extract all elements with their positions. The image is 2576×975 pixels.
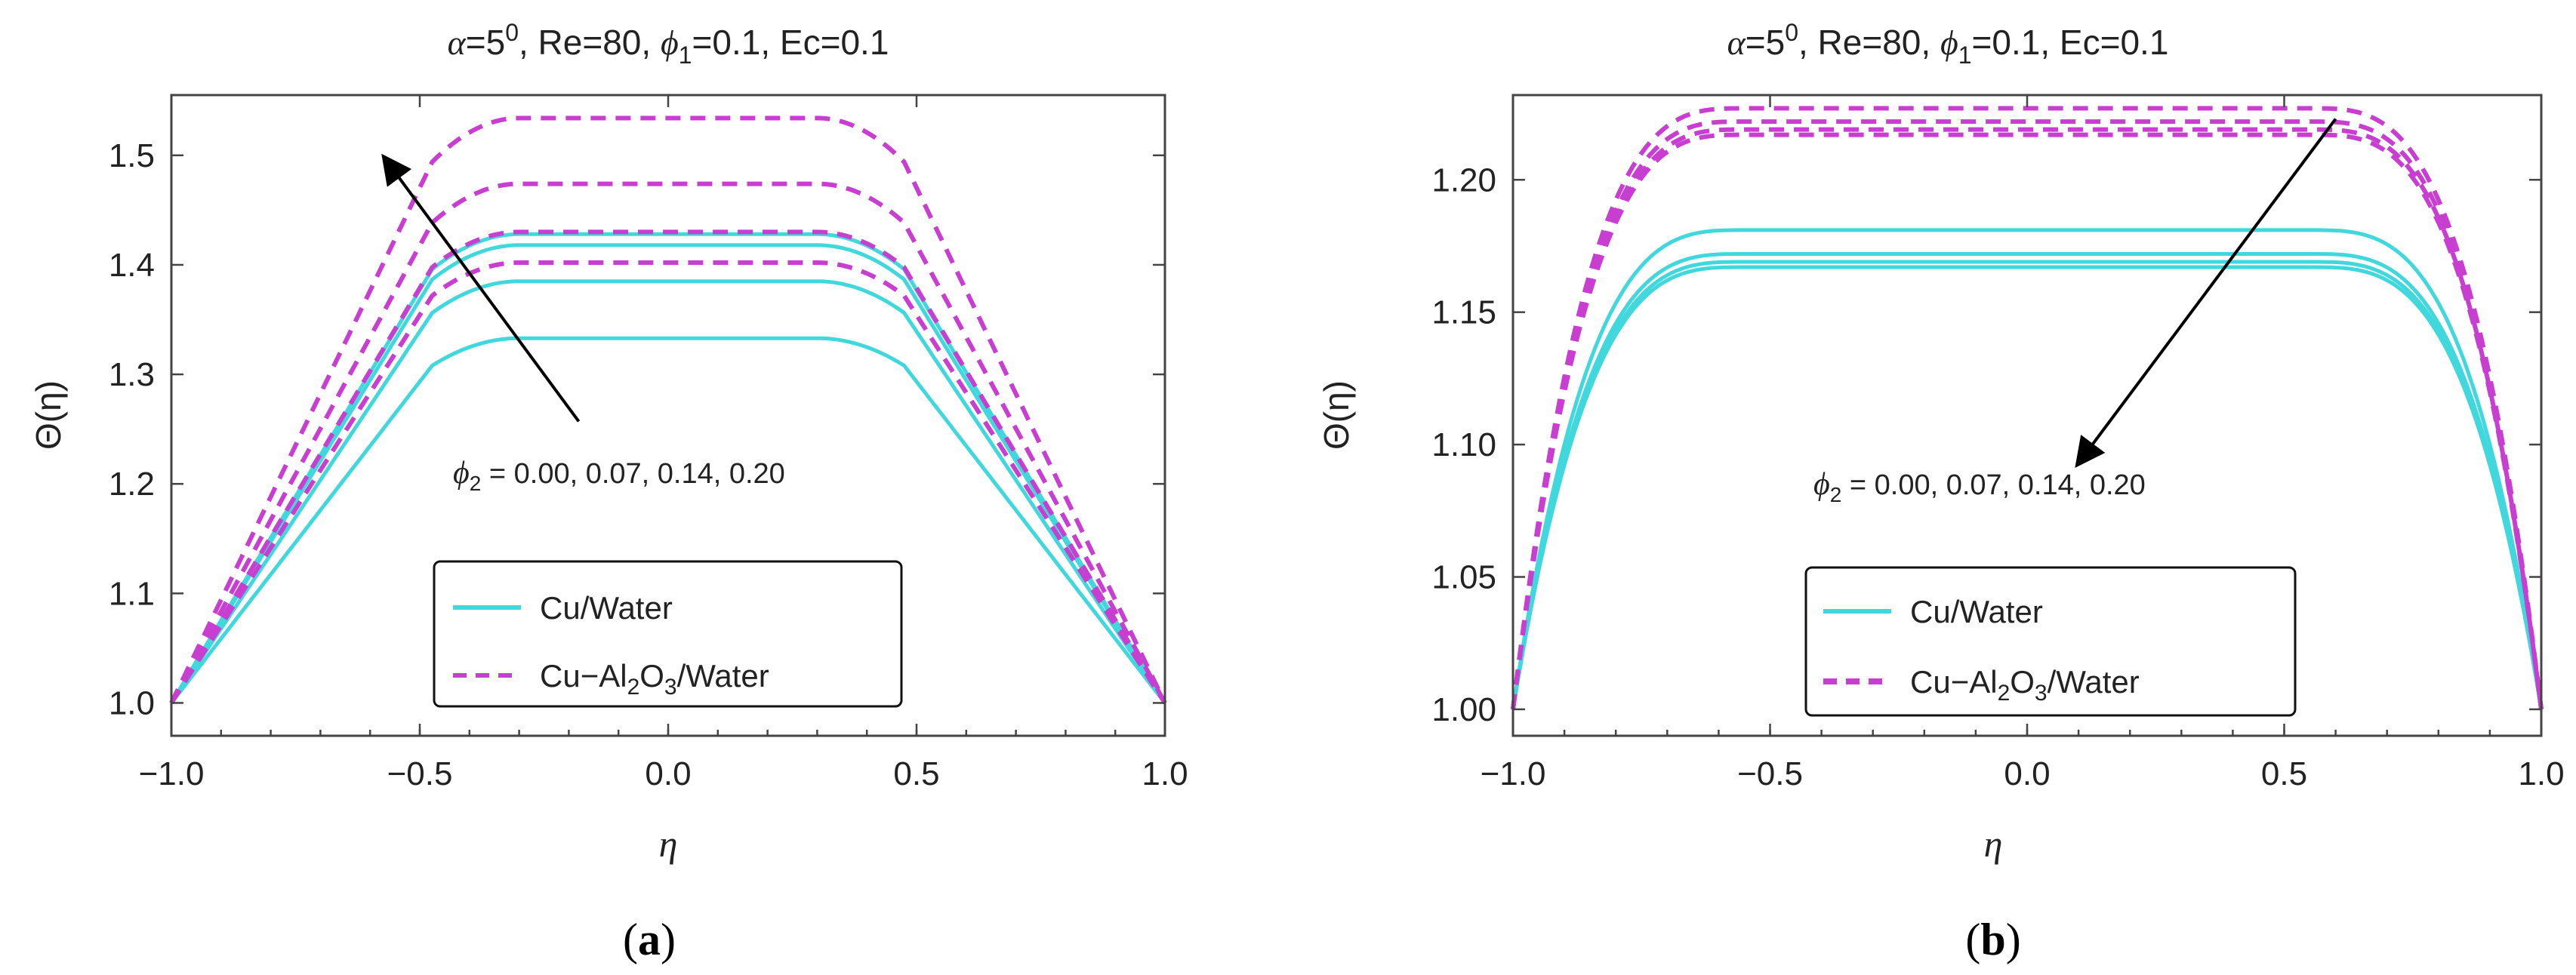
cu-water-curve-phi2-0.00 [1511, 228, 2544, 710]
panel-b-annotation-sub: 2 [1830, 483, 1842, 506]
panel-a-y-tick-label: 1.0 [109, 684, 155, 721]
panel-a-curves [169, 115, 1167, 705]
panel-b-y-tick-label: 1.05 [1431, 559, 1496, 596]
panel-a-caption-letter: a [638, 915, 661, 964]
panel-a-x-tick-label: 0.0 [645, 755, 691, 792]
panel-a-x-tick-label: 0.5 [893, 755, 939, 792]
panel-a: α=50, Re=80, ϕ1=0.1, Ec=0.1 −1.0 −0.5 0.0 0… [29, 19, 1188, 964]
panel-a-legend-hybrid-sub2: 2 [627, 675, 640, 700]
hybrid-curve-phi2-0.00 [169, 260, 1167, 705]
panel-b-title-alpha: α [1727, 23, 1746, 62]
panel-b-legend-label-cu-water: Cu/Water [1910, 594, 2043, 629]
panel-b-x-tick-label: 1.0 [2518, 755, 2564, 792]
panel-b-title-re: , Re=80, [1798, 23, 1940, 62]
panel-a-legend-hybrid-part3: /Water [677, 658, 769, 694]
panel-b-legend-hybrid-part2: O [2010, 664, 2035, 700]
panel-b-title-alpha-value: =5 [1746, 23, 1785, 62]
panel-b-curves [1511, 106, 2544, 710]
panel-b-legend-hybrid-part1: Cu−Al [1910, 664, 1998, 700]
hybrid-curve-phi2-0.14 [1511, 127, 2544, 710]
panel-b-y-tick-label: 1.15 [1431, 294, 1496, 331]
panel-a-y-tick-label: 1.2 [109, 466, 155, 503]
panel-b-annotation: ϕ2 = 0.00, 0.07, 0.14, 0.20 [1813, 467, 2146, 506]
panel-b-caption-open: ( [1965, 915, 1980, 964]
cu-water-curve-phi2-0.07 [169, 279, 1167, 704]
panel-a-annotation: ϕ2 = 0.00, 0.07, 0.14, 0.20 [453, 456, 785, 495]
panel-b-title-alpha-sup: 0 [1785, 19, 1798, 46]
cu-water-curve-phi2-0.20 [1511, 265, 2544, 710]
panel-a-x-tick-label: −1.0 [139, 755, 205, 792]
panel-b-y-tick-label: 1.00 [1431, 691, 1496, 728]
hybrid-curve-phi2-0.20 [1511, 132, 2544, 710]
panel-a-y-tick-label: 1.5 [109, 137, 155, 174]
hybrid-curve-phi2-0.07 [169, 229, 1167, 705]
panel-a-legend-label-cu-water: Cu/Water [540, 590, 673, 626]
panel-b-x-tick-label: −0.5 [1737, 755, 1803, 792]
panel-a-caption-close: ) [661, 915, 676, 964]
panel-a-arrow [381, 153, 581, 423]
panel-b-ticks: −1.0 −0.5 0.0 0.5 1.0 1.00 1.05 1.10 1.15 1.20 [1431, 95, 2565, 792]
panel-a-x-tick-label: −0.5 [387, 755, 453, 792]
panel-b: α=50, Re=80, ϕ1=0.1, Ec=0.1 −1.0 −0.5 0.0 0… [1317, 19, 2565, 964]
panel-a-legend: Cu/Water Cu−Al2O3/Water [433, 560, 903, 708]
panel-a-x-axis-label: η [659, 823, 678, 865]
panel-b-annotation-phi: ϕ [1813, 467, 1830, 502]
panel-b-title-phi-sub: 1 [1958, 42, 1972, 69]
panel-b-caption-letter: b [1980, 915, 2005, 964]
panel-a-title-phi-sub: 1 [679, 42, 692, 69]
cu-water-curve-phi2-0.14 [1511, 260, 2544, 710]
panel-a-y-axis-label: Θ(η) [29, 380, 68, 450]
hybrid-curve-phi2-0.20 [169, 115, 1167, 704]
panel-a-title-alpha: α [448, 23, 467, 62]
panel-b-title-phi: ϕ [1940, 23, 1958, 62]
panel-a-caption: (a) [623, 915, 676, 964]
panel-b-x-tick-label: −1.0 [1481, 755, 1546, 792]
panel-a-x-tick-label: 1.0 [1142, 755, 1188, 792]
panel-b-legend-hybrid-sub3: 3 [2035, 681, 2048, 706]
cu-water-curve-phi2-0.00 [170, 336, 1166, 705]
panel-b-legend-hybrid-part3: /Water [2048, 664, 2140, 700]
panel-b-caption-close: ) [2006, 915, 2021, 964]
panel-b-x-tick-label: 0.0 [2004, 755, 2050, 792]
panel-a-legend-hybrid-part1: Cu−Al [540, 658, 627, 694]
panel-a-title: α=50, Re=80, ϕ1=0.1, Ec=0.1 [448, 19, 889, 69]
panel-a-title-phi: ϕ [661, 23, 679, 62]
panel-a-annotation-sub: 2 [470, 472, 482, 495]
cu-water-curve-phi2-0.07 [1511, 252, 2544, 710]
panel-a-annotation-values: = 0.00, 0.07, 0.14, 0.20 [481, 458, 785, 490]
panel-b-legend-box [1804, 566, 2297, 717]
hybrid-curve-phi2-0.00 [1511, 106, 2544, 710]
panel-a-title-rest: =0.1, Ec=0.1 [692, 23, 889, 62]
cu-water-curve-phi2-0.14 [169, 243, 1167, 704]
panel-b-legend: Cu/Water Cu−Al2O3/Water [1804, 566, 2297, 717]
panel-b-arrow [2075, 118, 2337, 469]
panel-a-y-tick-label: 1.1 [109, 575, 155, 612]
panel-b-annotation-values: = 0.00, 0.07, 0.14, 0.20 [1841, 469, 2146, 501]
panel-b-y-tick-label: 1.10 [1431, 426, 1496, 463]
panel-a-y-tick-label: 1.3 [109, 356, 155, 393]
panel-a-title-alpha-sup: 0 [505, 19, 519, 46]
hybrid-curve-phi2-0.07 [1511, 119, 2544, 710]
panel-a-annotation-phi: ϕ [453, 456, 470, 491]
panel-a-ticks: −1.0 −0.5 0.0 0.5 1.0 1.0 1.1 1.2 1.3 1.4 1.5 [109, 95, 1188, 792]
panel-a-legend-box [433, 560, 903, 708]
panel-b-y-axis-label: Θ(η) [1317, 380, 1356, 450]
panel-a-title-re: , Re=80, [519, 23, 661, 62]
panel-b-title-rest: =0.1, Ec=0.1 [1972, 23, 2169, 62]
panel-a-legend-hybrid-part2: O [639, 658, 664, 694]
panel-b-legend-label-hybrid: Cu−Al2O3/Water [1910, 664, 2140, 706]
panel-b-title: α=50, Re=80, ϕ1=0.1, Ec=0.1 [1727, 19, 2169, 69]
panel-a-y-tick-label: 1.4 [109, 247, 155, 284]
panel-b-y-tick-label: 1.20 [1431, 161, 1496, 198]
panel-a-legend-hybrid-sub3: 3 [664, 675, 677, 700]
panel-a-caption-open: ( [623, 915, 638, 964]
panel-a-title-alpha-value: =5 [466, 23, 505, 62]
panel-b-x-axis-label: η [1984, 823, 2003, 865]
panel-b-caption: (b) [1965, 915, 2020, 964]
panel-b-x-tick-label: 0.5 [2261, 755, 2307, 792]
panel-b-legend-hybrid-sub2: 2 [1998, 681, 2011, 706]
panel-a-legend-label-hybrid: Cu−Al2O3/Water [540, 658, 769, 700]
